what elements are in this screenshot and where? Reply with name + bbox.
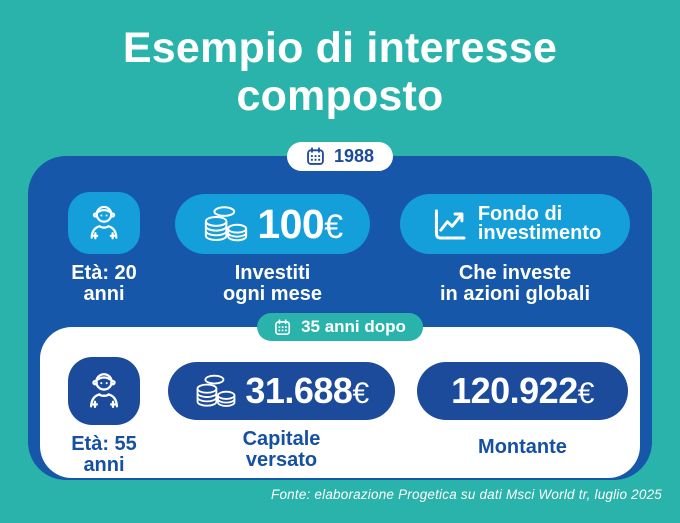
start-investment-label: Investiti ogni mese [223,262,322,305]
start-investment-group: 100€ Investiti ogni mese [175,194,370,304]
total-amount: 120.922€ [451,370,595,411]
fund-pill: Fondo di investimento [400,194,630,254]
coins-icon [194,372,238,410]
total-pill: 120.922€ [417,362,628,420]
year-badge-label: 1988 [333,146,375,166]
euro-sign: € [324,207,343,246]
start-card: 1988 Età: 20 anni 100€ Investiti [28,142,652,480]
result-age-tile [68,357,140,425]
euro-sign: € [352,377,369,410]
page-title: Esempio di interesse composto [122,24,558,121]
total-label: Montante [478,436,567,458]
years-after-badge: 35 anni dopo [257,313,423,341]
capital-label: Capitale versato [242,428,321,471]
person-icon [81,368,127,414]
result-card: 35 anni dopo Età: 55 anni [40,313,640,478]
year-badge: 1988 [286,142,394,171]
years-after-label: 35 anni dopo [301,317,406,336]
source-note: Fonte: elaborazione Progetica su dati Ms… [271,487,662,502]
start-age-label: Età: 20 anni [71,262,137,305]
investment-amount: 100€ [257,200,343,247]
calendar-icon [306,147,325,166]
euro-sign: € [577,377,595,410]
calendar-icon [274,318,291,336]
coins-icon [202,203,250,245]
line-chart-icon [429,203,471,245]
fund-group: Fondo di investimento Che investe in azi… [400,194,630,304]
result-age-group: Età: 55 anni [40,357,168,475]
capital-amount: 31.688€ [245,370,369,411]
result-age-label: Età: 55 anni [71,433,137,476]
fund-pill-label: Fondo di investimento [477,203,602,244]
capital-group: 31.688€ Capitale versato [168,362,395,470]
start-age-tile [68,192,140,254]
start-age-group: Età: 20 anni [38,192,170,304]
person-icon [82,201,126,245]
total-group: 120.922€ Montante [417,362,628,458]
start-investment-pill: 100€ [175,194,370,254]
capital-pill: 31.688€ [168,362,395,420]
fund-label: Che investe in azioni globali [440,262,590,305]
